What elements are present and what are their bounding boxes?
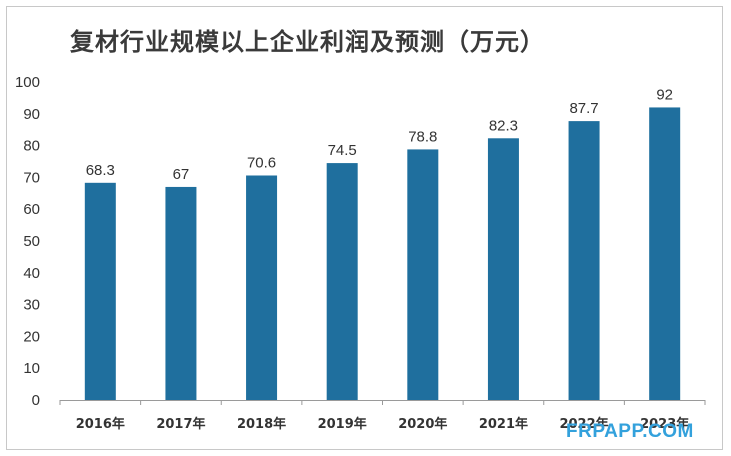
- bar: [84, 182, 116, 400]
- data-label: 78.8: [408, 128, 437, 145]
- data-label: 87.7: [569, 100, 598, 117]
- x-axis: 2016年 2017年 2018年 2019年 2020年 2021年 2022年 2023年: [59, 400, 706, 432]
- y-tick-label: 50: [23, 233, 40, 250]
- x-tick-label: 2019年: [318, 416, 367, 432]
- y-axis: 0 10 20 30 40 50 60 70 80 90 100: [15, 74, 40, 409]
- y-tick-label: 0: [32, 392, 40, 409]
- data-label: 68.3: [86, 162, 115, 179]
- chart-frame: [6, 6, 723, 450]
- y-tick-label: 30: [23, 297, 40, 314]
- data-labels: 68.3 67 70.6 74.5 78.8 82.3 87.7 92: [86, 86, 673, 183]
- x-tick-label: 2017年: [156, 416, 205, 432]
- y-tick-label: 80: [23, 138, 40, 155]
- x-tick-label: 2021年: [479, 416, 528, 432]
- x-tick-label: 2018年: [237, 416, 286, 432]
- x-tick-label: 2020年: [398, 416, 447, 432]
- bar: [165, 186, 197, 400]
- data-label: 67: [173, 166, 190, 183]
- bar: [326, 163, 358, 400]
- bar: [649, 107, 681, 400]
- data-label: 82.3: [489, 117, 518, 134]
- x-tick-label: 2023年: [640, 416, 689, 432]
- bar: [568, 121, 600, 400]
- y-tick-label: 100: [15, 74, 40, 91]
- watermark: FRPAPP.COM: [566, 421, 694, 442]
- x-tick-label: 2022年: [559, 416, 608, 432]
- y-tick-label: 60: [23, 201, 40, 218]
- chart-title: 复材行业规模以上企业利润及预测（万元）: [70, 28, 545, 56]
- data-label: 92: [656, 86, 673, 103]
- bar: [407, 149, 439, 400]
- x-tick-label: 2016年: [76, 416, 125, 432]
- y-tick-label: 40: [23, 265, 40, 282]
- y-tick-label: 10: [23, 360, 40, 377]
- bar: [487, 138, 519, 400]
- bars: [84, 107, 681, 400]
- y-tick-label: 90: [23, 106, 40, 123]
- data-label: 74.5: [328, 142, 357, 159]
- bar: [246, 175, 278, 400]
- y-tick-label: 70: [23, 169, 40, 186]
- y-tick-label: 20: [23, 328, 40, 345]
- data-label: 70.6: [247, 154, 276, 171]
